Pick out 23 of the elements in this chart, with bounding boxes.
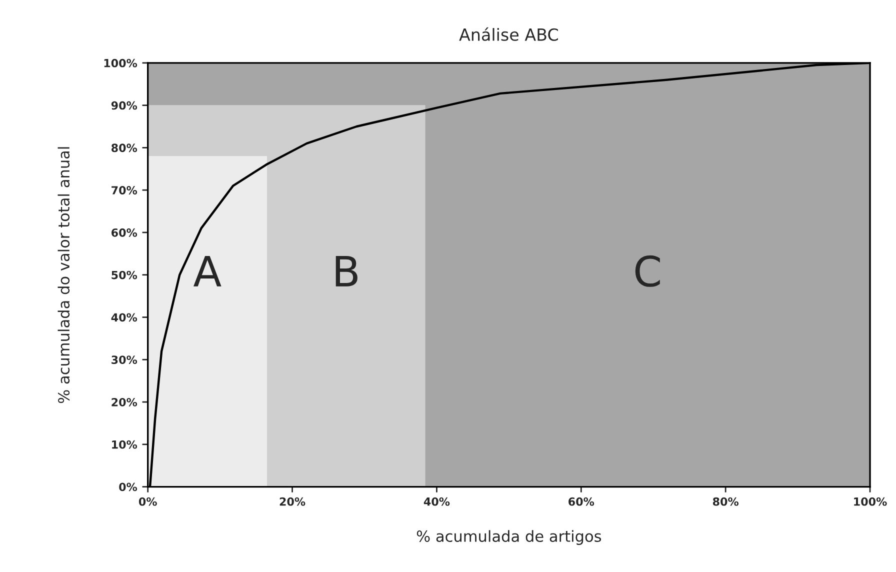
y-tick-label: 10%	[112, 440, 138, 449]
y-tick-label: 50%	[112, 270, 138, 280]
x-axis-title: % acumulada de artigos	[416, 530, 602, 545]
x-tick-label: 0%	[138, 497, 157, 506]
series-label: B	[336, 256, 358, 286]
y-tick-label: 100%	[104, 58, 138, 68]
y-axis-title: % acumulada do valor total anual	[58, 147, 70, 404]
y-tick-label: 60%	[112, 228, 138, 237]
x-tick-label: 40%	[424, 497, 450, 506]
x-tick-label: 60%	[568, 497, 594, 506]
y-tick-label: 70%	[112, 186, 138, 194]
x-tick-label: 100%	[854, 497, 887, 506]
y-tick-label: 0%	[119, 482, 138, 492]
chart-title: Análise ABC	[459, 27, 558, 41]
series-label: C	[635, 255, 660, 287]
y-tick-label: 30%	[112, 356, 138, 364]
x-tick-label: 20%	[280, 497, 306, 506]
y-tick-label: 40%	[111, 313, 138, 322]
series-label: A	[193, 256, 222, 286]
y-tick-label: 20%	[112, 398, 138, 406]
y-tick-label: 80%	[112, 144, 138, 152]
x-tick-label: 80%	[712, 497, 739, 506]
y-tick-label: 90%	[111, 101, 138, 110]
